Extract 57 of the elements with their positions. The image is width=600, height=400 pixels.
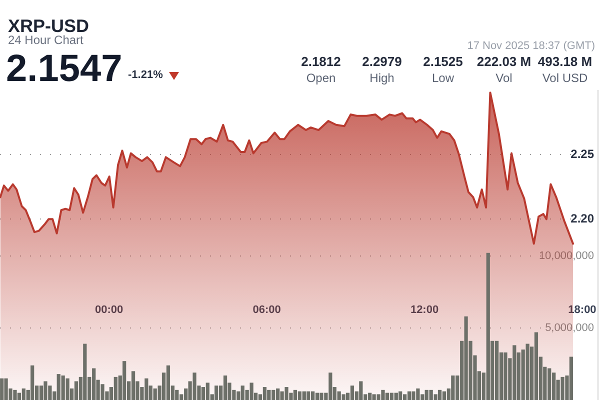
- bar: [302, 391, 306, 400]
- bar: [350, 386, 354, 400]
- bar: [175, 390, 179, 400]
- bar: [66, 378, 70, 400]
- y2-tick-label: 5,000,000: [545, 322, 594, 334]
- x-tick-label: 06:00: [252, 304, 281, 316]
- x-tick-label: 12:00: [410, 304, 439, 316]
- text: Vol: [494, 71, 514, 85]
- bar: [315, 392, 320, 400]
- bar: [306, 391, 310, 400]
- bar: [434, 394, 438, 400]
- bar: [30, 365, 34, 400]
- bar: [250, 382, 254, 400]
- bar: [267, 390, 271, 400]
- bar: [342, 394, 346, 400]
- bar: [262, 387, 267, 400]
- text: Low: [430, 71, 455, 85]
- text: -1.21%: [128, 69, 163, 81]
- bar: [402, 394, 407, 400]
- text: Open: [305, 71, 337, 85]
- bar: [438, 390, 442, 400]
- bar: [494, 340, 499, 400]
- bar: [569, 356, 573, 400]
- bar: [39, 386, 44, 400]
- bar: [486, 252, 490, 400]
- bar: [451, 375, 455, 400]
- bar: [398, 391, 402, 400]
- text: 493.18 M: [536, 54, 594, 69]
- text: High: [368, 71, 396, 85]
- text: 2.2979: [361, 54, 403, 69]
- text: 2.1547: [6, 48, 122, 90]
- bar: [526, 344, 530, 400]
- chart-subtitle: 24 Hour Chart: [8, 33, 84, 47]
- bar: [0, 378, 4, 400]
- bar: [74, 381, 78, 400]
- x-tick-label: 00:00: [95, 304, 124, 316]
- y-tick-label: 2.25: [570, 146, 594, 161]
- bar: [83, 344, 87, 400]
- bar: [310, 391, 315, 400]
- text: 17 Nov 2025 18:37 (GMT): [467, 40, 595, 52]
- y-tick-label: 2.20: [570, 211, 594, 226]
- bar: [223, 375, 228, 400]
- x-tick-label: 18:00: [568, 304, 596, 316]
- text: 2.1812: [300, 54, 342, 69]
- bar: [122, 361, 126, 400]
- bar: [394, 392, 398, 400]
- text: 222.03 M: [476, 54, 532, 69]
- chart-title: XRP-USD: [8, 16, 90, 36]
- bar: [131, 371, 136, 400]
- bar: [407, 391, 412, 400]
- bar: [442, 391, 446, 400]
- bar: [534, 332, 538, 400]
- bar: [214, 386, 218, 400]
- text: Vol USD: [541, 71, 589, 85]
- bar: [359, 381, 363, 400]
- text: 2.1525: [422, 54, 464, 69]
- bar: [166, 365, 170, 400]
